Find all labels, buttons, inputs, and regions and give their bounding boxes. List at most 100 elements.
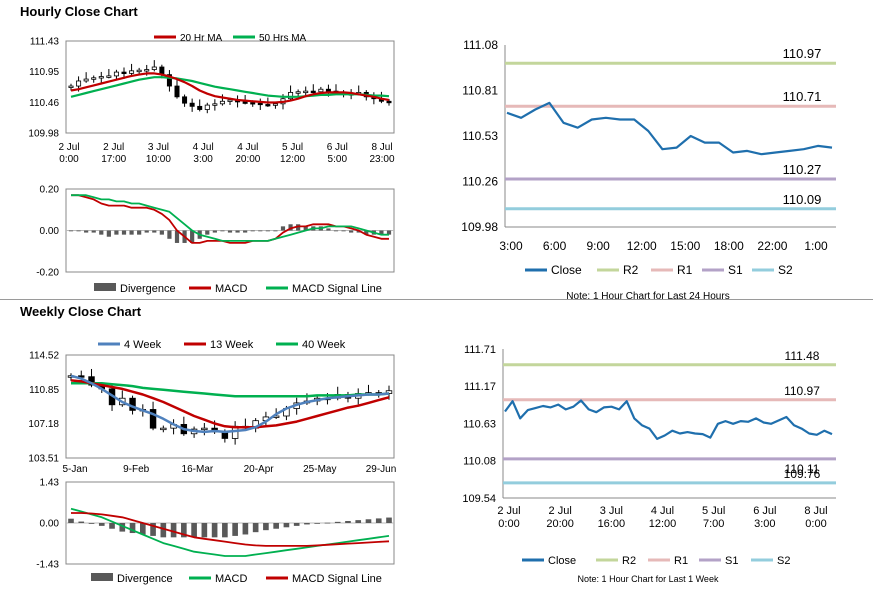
- hourly-macd-macd-line: [71, 194, 389, 244]
- hourly-candle-candle: [288, 91, 294, 100]
- weekly-candle-wk13-line: [70, 379, 390, 429]
- hourly-macd-divergence-bar: [137, 230, 142, 235]
- hourly-levels-xtick-label: 1:00: [804, 239, 828, 253]
- hourly-macd-divergence-bar: [121, 230, 127, 235]
- hourly-levels-level-s1-label: 110.27: [783, 162, 822, 177]
- hourly-levels-level-s2-label: 110.09: [783, 192, 822, 207]
- hourly-candle-candle: [174, 85, 180, 98]
- weekly-levels-xtick-label: 16:00: [598, 518, 626, 530]
- hourly-levels-xtick-label: 22:00: [757, 239, 787, 253]
- hourly-candle-candle: [204, 104, 210, 110]
- hourly-legend-ma20-label: 20 Hr MA: [180, 33, 223, 44]
- hourly-candle-xtick-label: 5 Jul: [282, 142, 303, 153]
- hourly-candle-xtick-label: 4 Jul: [193, 142, 214, 153]
- hourly-macd-divergence-bar: [250, 230, 255, 232]
- weekly-candle-xtick-label: 29-Jun: [366, 464, 397, 475]
- weekly-levels-level-r2-label: 111.48: [785, 349, 820, 363]
- weekly-macd-divergence-bar: [314, 523, 321, 524]
- hourly-candle-xtick-label: 2 Jul: [103, 142, 124, 153]
- hourly-candle-candle: [197, 105, 203, 110]
- weekly-levels-xtick-label: 0:00: [805, 518, 826, 530]
- hourly-candle-candle: [303, 90, 309, 94]
- hourly-levels-legend-s1-label: S1: [728, 263, 743, 277]
- weekly-candle-xtick-label: 20-Apr: [244, 464, 275, 475]
- weekly-levels-ytick-label: 110.08: [463, 456, 496, 468]
- weekly-levels-xtick-label: 2 Jul: [497, 505, 520, 517]
- hourly-macd-divergence-bar: [167, 230, 172, 239]
- weekly-macd-divergence-bar: [375, 518, 382, 523]
- hourly-levels-close-line: [506, 101, 833, 156]
- hourly-candle-xtick-label: 8 Jul: [371, 142, 392, 153]
- hourly-macd-divergence-bar: [84, 230, 89, 233]
- hourly-macd-divergence-bar: [220, 230, 225, 232]
- weekly-legend-divergence-label: Divergence: [117, 573, 173, 585]
- weekly-macd-ytick-label: 1.43: [40, 478, 60, 489]
- hourly-macd-divergence-bar: [341, 230, 346, 232]
- weekly-levels-xtick-label: 3 Jul: [600, 505, 623, 517]
- weekly-macd-divergence-bar: [139, 523, 146, 535]
- weekly-candle-plot-area: [65, 354, 395, 459]
- weekly-macd-divergence-bar: [68, 518, 74, 523]
- hourly-levels-xtick-label: 18:00: [714, 239, 744, 253]
- weekly-candle-xtick-label: 9-Feb: [123, 464, 150, 475]
- weekly-macd-divergence-bar: [181, 523, 187, 538]
- hourly-candle-candle: [318, 88, 324, 93]
- hourly-candle-candle: [219, 100, 225, 105]
- weekly-macd-divergence-bar: [345, 520, 351, 523]
- weekly-candle-candle: [201, 427, 208, 431]
- hourly-candle-ma50-line: [70, 76, 390, 98]
- weekly-candle-wk40-line: [71, 382, 390, 398]
- hourly-macd-divergence-bar: [106, 230, 111, 237]
- hourly-candle-candle: [83, 78, 89, 82]
- hourly-macd-divergence-bar: [212, 230, 217, 233]
- hourly-macd-divergence-bar: [356, 230, 361, 233]
- hourly-macd-divergence-bar: [205, 230, 210, 235]
- hourly-legend-divergence-label: Divergence: [120, 283, 176, 295]
- weekly-macd-divergence-bar: [160, 523, 167, 538]
- hourly-macd-divergence-bar: [265, 230, 270, 232]
- weekly-levels-ytick-label: 111.71: [464, 344, 496, 356]
- weekly-levels-legend-s2-label: S2: [777, 555, 790, 567]
- weekly-macd-divergence-bar: [201, 523, 208, 538]
- weekly-macd-divergence-bar: [386, 517, 392, 523]
- weekly-chart-title: Weekly Close Chart: [20, 304, 142, 319]
- weekly-candle-candle: [149, 409, 157, 429]
- weekly-levels-level-s1-label: 110.11: [785, 462, 820, 476]
- hourly-candle-candle: [386, 100, 392, 104]
- hourly-macd-divergence-bar: [296, 224, 301, 231]
- weekly-levels-ytick-label: 111.17: [464, 381, 496, 393]
- weekly-macd-signal-line: [71, 512, 390, 547]
- hourly-macd-ytick-label: 0.20: [40, 185, 60, 196]
- hourly-macd-divergence-bar: [68, 230, 74, 232]
- hourly-candle-candle: [106, 75, 112, 78]
- weekly-macd-ytick-label: 0.00: [40, 519, 60, 530]
- weekly-legend-signal-label: MACD Signal Line: [292, 573, 382, 585]
- weekly-candle-xtick-label: 5-Jan: [62, 464, 87, 475]
- hourly-candle-candle: [227, 99, 233, 102]
- hourly-macd-divergence-bar: [99, 230, 104, 235]
- weekly-levels-ytick-label: 110.63: [463, 418, 496, 430]
- hourly-macd-divergence-bar: [144, 230, 149, 233]
- hourly-levels-ytick-label: 110.81: [462, 84, 498, 98]
- hourly-levels-xtick-label: 3:00: [499, 239, 523, 253]
- weekly-legend-macd-label: MACD: [215, 573, 247, 585]
- weekly-macd-divergence-bar: [283, 523, 290, 528]
- hourly-macd-divergence-bar: [303, 226, 308, 231]
- weekly-candle-wk4-line: [70, 374, 390, 434]
- hourly-legend-signal-label: MACD Signal Line: [292, 283, 382, 295]
- hourly-levels-xtick-label: 6:00: [543, 239, 567, 253]
- hourly-candle-xtick-label: 3:00: [193, 154, 213, 165]
- weekly-levels-xtick-label: 6 Jul: [753, 505, 776, 517]
- hourly-candle-candle: [295, 91, 301, 94]
- weekly-levels-xtick-label: 3:00: [754, 518, 775, 530]
- hourly-macd-ytick-label: 0.00: [40, 226, 60, 237]
- weekly-macd-divergence-bar: [170, 523, 177, 538]
- weekly-levels-level-s2-label: 109.76: [784, 467, 821, 481]
- hourly-candle-candle: [325, 88, 331, 92]
- weekly-macd-divergence-bar: [334, 521, 341, 523]
- hourly-levels-ytick-label: 110.53: [462, 129, 498, 143]
- hourly-macd-divergence-bar: [349, 230, 354, 233]
- hourly-levels-level-r2-label: 110.97: [783, 46, 822, 61]
- hourly-candle-candle: [68, 85, 74, 88]
- hourly-macd-divergence-bar: [280, 226, 286, 231]
